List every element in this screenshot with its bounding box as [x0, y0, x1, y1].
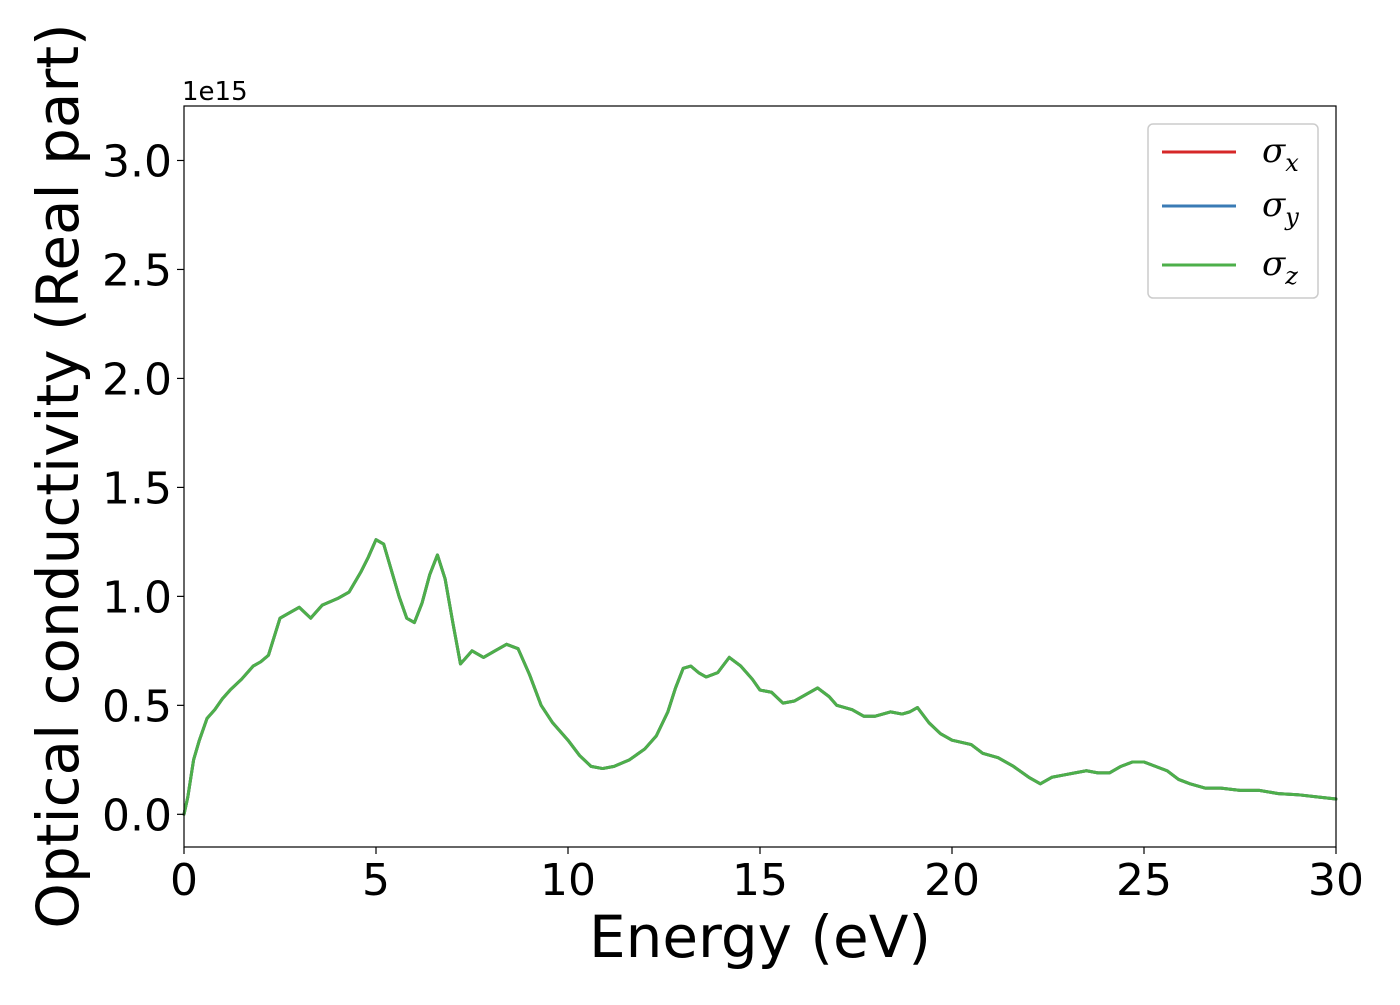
y-tick-label: 2.0: [102, 354, 172, 405]
y-tick-label: 3.0: [102, 136, 172, 187]
y-axis-title: Optical conductivity (Real part): [24, 23, 92, 928]
legend-box: [1147, 123, 1319, 299]
x-axis: 0 5 10 15 20 25 30: [170, 847, 1364, 906]
y-axis: 0.0 0.5 1.0 1.5 2.0 2.5 3.0: [102, 136, 184, 841]
x-tick-label: 10: [540, 855, 596, 906]
series-layer: [182, 538, 1338, 816]
x-tick-label: 15: [732, 855, 788, 906]
x-tick-label: 30: [1308, 855, 1364, 906]
y-tick-label: 2.5: [102, 245, 172, 296]
x-tick-label: 20: [924, 855, 980, 906]
legend-label-z: σz: [1262, 244, 1298, 290]
x-tick-label: 5: [362, 855, 390, 906]
x-axis-title: Energy (eV): [589, 903, 931, 971]
y-tick-label: 0.5: [102, 681, 172, 732]
legend-label-y: σy: [1262, 185, 1299, 231]
legend-label-x: σx: [1262, 131, 1299, 177]
y-tick-label: 1.5: [102, 463, 172, 514]
y-offset-label: 1e15: [182, 77, 248, 107]
x-tick-label: 0: [170, 855, 198, 906]
y-tick-label: 1.0: [102, 572, 172, 623]
legend: σx σy σz: [1147, 123, 1319, 299]
series-line-z: [182, 538, 1338, 816]
x-tick-label: 25: [1116, 855, 1172, 906]
y-tick-label: 0.0: [102, 790, 172, 841]
